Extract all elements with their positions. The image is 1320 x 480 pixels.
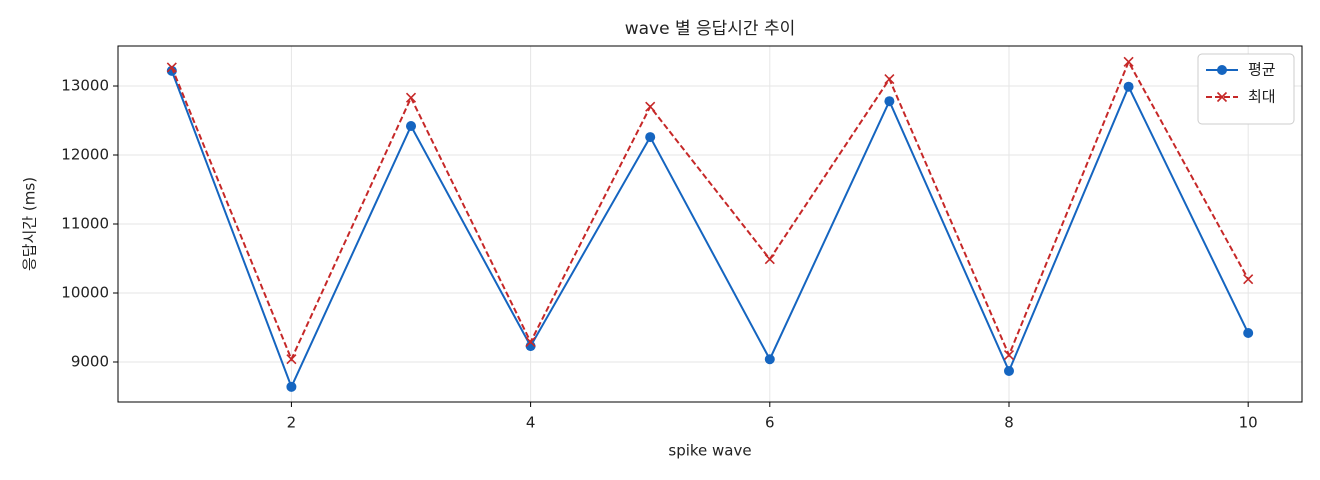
marker (1243, 328, 1254, 339)
legend-box (1197, 53, 1295, 125)
marker-shape (166, 62, 177, 73)
x-axis-label: spike wave (668, 442, 751, 460)
marker (645, 132, 656, 143)
marker (405, 92, 417, 103)
y-tick-label: 12000 (61, 146, 109, 164)
marker-shape (645, 101, 656, 112)
y-tick-label: 9000 (71, 352, 109, 370)
marker (884, 96, 895, 107)
marker (286, 381, 297, 392)
marker (764, 354, 775, 365)
marker (645, 101, 656, 112)
marker-shape (525, 336, 536, 348)
marker-shape (286, 354, 297, 365)
marker-shape (1123, 56, 1134, 67)
marker-shape (764, 254, 775, 265)
marker-shape (405, 92, 417, 103)
marker (1003, 365, 1014, 376)
x-tick-label: 4 (526, 414, 536, 432)
marker-shape (1216, 91, 1228, 103)
x-tick-label: 10 (1239, 414, 1258, 432)
y-tick-label: 13000 (61, 77, 109, 95)
marker (1003, 350, 1015, 361)
y-axis-label: 응답시간 (ms) (21, 177, 39, 271)
line (170, 59, 1250, 362)
marker-shape (1243, 274, 1254, 285)
x-tick-label: 8 (1004, 414, 1014, 432)
x-tick-label: 6 (765, 414, 775, 432)
marker (1217, 65, 1227, 75)
marker (1123, 81, 1134, 92)
marker-shape (884, 74, 895, 85)
y-tick-label: 10000 (61, 283, 109, 301)
marker (884, 74, 895, 85)
marker (764, 254, 775, 265)
marker (406, 121, 417, 132)
marker (1243, 274, 1254, 285)
y-tick-label: 11000 (61, 215, 109, 233)
marker-shape (1003, 350, 1015, 361)
x-tick-label: 2 (287, 414, 297, 432)
legend-label: 평균 (1248, 61, 1276, 79)
marker (1123, 56, 1134, 67)
marker (1216, 91, 1228, 103)
plot-frame (117, 45, 1303, 403)
chart-title: wave 별 응답시간 추이 (625, 19, 796, 39)
marker (166, 65, 177, 76)
marker (286, 354, 297, 365)
line (170, 70, 1250, 390)
legend-label: 최대 (1248, 88, 1276, 106)
marker (525, 336, 536, 348)
marker (166, 62, 177, 73)
